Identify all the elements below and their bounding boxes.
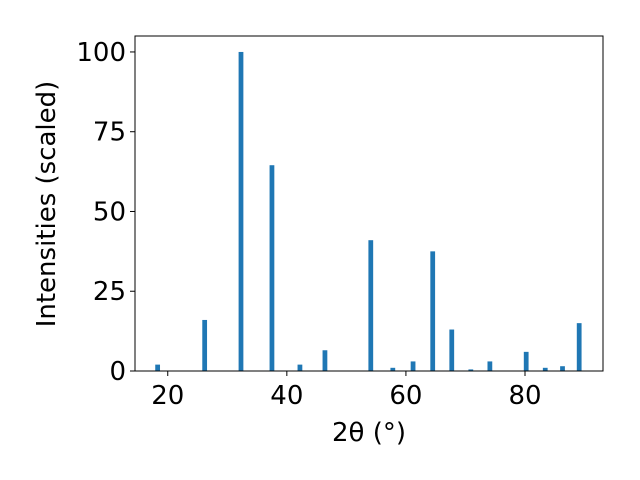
bar xyxy=(430,251,436,371)
x-tick-label: 80 xyxy=(508,381,541,411)
bar xyxy=(297,364,303,371)
bar xyxy=(523,351,529,371)
bar xyxy=(155,364,161,371)
bar xyxy=(238,51,244,371)
bar xyxy=(576,323,582,371)
y-tick-label: 100 xyxy=(76,38,126,68)
y-tick-label: 50 xyxy=(93,197,126,227)
bar xyxy=(368,240,374,371)
x-axis-label: 2θ (°) xyxy=(332,418,406,448)
y-tick-label: 0 xyxy=(109,357,126,387)
y-axis-label: Intensities (scaled) xyxy=(32,81,62,328)
x-tick-label: 20 xyxy=(151,381,184,411)
plot-frame xyxy=(134,35,604,372)
x-tick-label: 40 xyxy=(270,381,303,411)
y-tick-label: 25 xyxy=(93,277,126,307)
bar xyxy=(542,367,548,371)
bar xyxy=(410,361,416,371)
bar xyxy=(390,367,396,371)
bar xyxy=(487,361,493,371)
bar xyxy=(322,350,328,371)
bar xyxy=(449,329,455,371)
x-tick-label: 60 xyxy=(389,381,422,411)
bar xyxy=(269,165,275,371)
y-tick-label: 75 xyxy=(93,118,126,148)
bar xyxy=(468,369,474,371)
bar xyxy=(560,366,565,371)
bar xyxy=(202,319,208,371)
